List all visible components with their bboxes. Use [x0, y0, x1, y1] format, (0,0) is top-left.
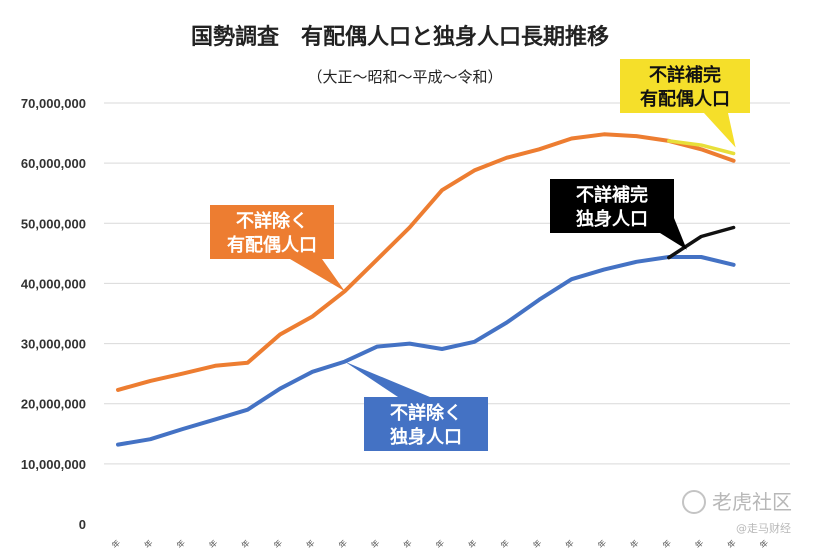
x-tick-label: 年	[174, 538, 187, 549]
y-tick-label: 20,000,000	[21, 397, 86, 412]
x-tick-label: 年	[466, 538, 479, 549]
x-tick-label: 年	[239, 538, 252, 549]
series-line-4	[667, 225, 736, 260]
x-tick-label: 年	[758, 538, 771, 549]
x-tick-label: 年	[563, 538, 576, 549]
x-tick-label: 年	[142, 538, 155, 549]
x-tick-label: 年	[628, 538, 641, 549]
callout-pointer	[344, 361, 430, 397]
x-tick-label: 年	[336, 538, 349, 549]
x-tick-label: 年	[531, 538, 544, 549]
callout-box	[550, 179, 674, 233]
x-tick-label: 年	[401, 538, 414, 549]
x-tick-label: 年	[207, 538, 220, 549]
watermark: 老虎社区 @走马财经	[682, 490, 792, 535]
callout-text: 有配偶人口	[227, 234, 317, 256]
x-tick-label: 年	[434, 538, 447, 549]
x-tick-label: 年	[596, 538, 609, 549]
y-tick-label: 10,000,000	[21, 457, 86, 472]
callout-pointer	[290, 259, 345, 292]
series-line-1	[116, 132, 736, 392]
callout-pointer	[704, 113, 736, 148]
y-tick-label: 40,000,000	[21, 276, 86, 291]
callout-text: 不詳除く	[390, 402, 462, 424]
x-axis: 年年年年年年年年年年年年年年年年年年年年年	[110, 538, 771, 549]
x-tick-label: 年	[725, 538, 738, 549]
y-tick-label: 60,000,000	[21, 156, 86, 171]
y-tick-label: 50,000,000	[21, 216, 86, 231]
chart-subtitle: （大正～昭和～平成～令和）	[307, 68, 502, 86]
callout-box	[620, 59, 750, 113]
series-line-3	[667, 139, 736, 156]
chart-title: 国勢調査 有配偶人口と独身人口長期推移	[191, 24, 609, 50]
x-tick-label: 年	[110, 538, 123, 549]
x-tick-label: 年	[693, 538, 706, 549]
x-tick-label: 年	[272, 538, 285, 549]
callout-box	[210, 205, 334, 259]
watermark-logo-icon	[682, 490, 706, 514]
x-tick-label: 年	[369, 538, 382, 549]
y-tick-label: 70,000,000	[21, 96, 86, 111]
callout-text: 不詳除く	[236, 210, 308, 232]
callout-box	[364, 397, 488, 451]
callout-text: 有配偶人口	[640, 88, 730, 110]
y-tick-label: 0	[79, 517, 86, 532]
x-tick-label: 年	[498, 538, 511, 549]
callout-text: 独身人口	[576, 208, 648, 230]
y-axis: 0 10,000,000 20,000,000 30,000,000 40,000,00…	[21, 96, 86, 532]
series-lines	[116, 132, 736, 447]
x-tick-label: 年	[660, 538, 673, 549]
callout-text: 独身人口	[390, 426, 462, 448]
watermark-sub: @走马财经	[736, 521, 791, 535]
callout-text: 不詳補完	[576, 184, 648, 206]
y-tick-label: 30,000,000	[21, 337, 86, 352]
callout-text: 不詳補完	[649, 64, 721, 86]
watermark-brand: 老虎社区	[712, 490, 792, 514]
series-line-2	[116, 255, 736, 447]
x-tick-label: 年	[304, 538, 317, 549]
